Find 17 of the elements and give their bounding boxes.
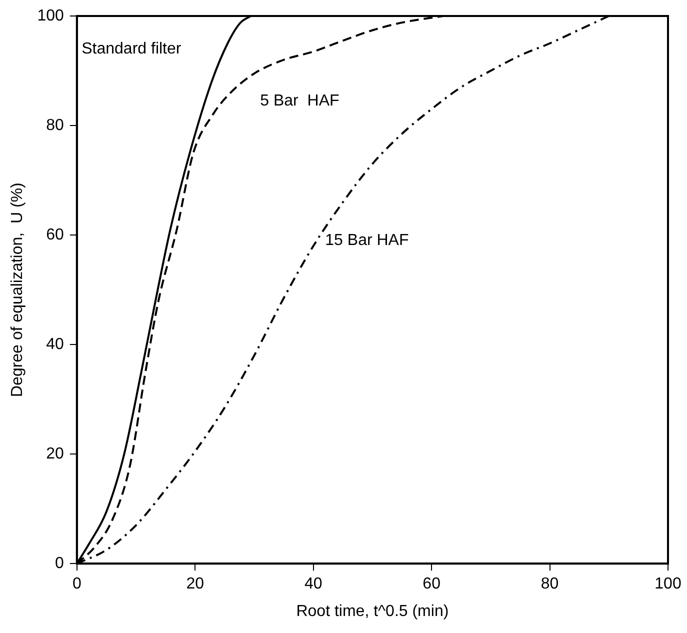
series-label: 15 Bar HAF: [325, 232, 409, 249]
x-tick-label: 40: [304, 576, 322, 593]
x-tick-label: 20: [186, 576, 204, 593]
y-tick-label: 0: [54, 555, 64, 572]
y-axis-title: Degree of equalization, U (%): [9, 182, 26, 397]
y-tick-label: 20: [46, 445, 64, 462]
x-tick-label: 100: [654, 576, 682, 593]
text: Standard filter: [82, 40, 182, 58]
x-axis-title: Root time, t^0.5 (min): [296, 602, 449, 620]
y-tick-label: 80: [46, 116, 64, 134]
series-label: 5 Bar HAF: [260, 92, 340, 110]
y-tick-label: 100: [37, 7, 64, 24]
y-tick-label: 60: [46, 226, 64, 244]
x-tick-label: 60: [422, 576, 441, 593]
y-tick-label: 40: [46, 336, 64, 353]
x-tick-label: 0: [72, 576, 82, 593]
x-tick-label: 80: [540, 576, 559, 593]
